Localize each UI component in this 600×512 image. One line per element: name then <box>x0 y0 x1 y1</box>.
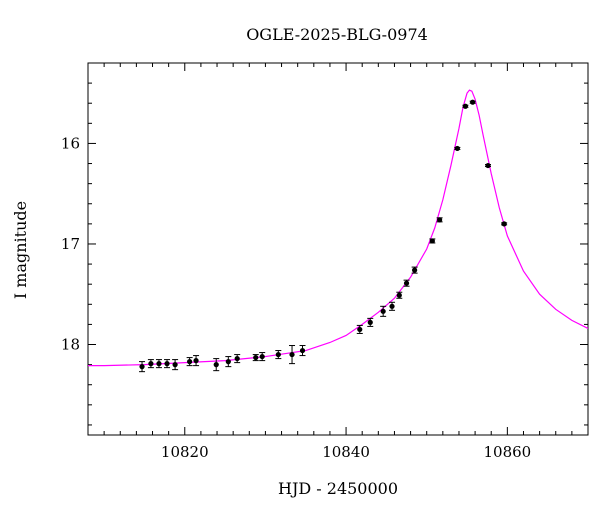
data-marker <box>253 354 259 361</box>
data-marker <box>380 308 386 314</box>
data-marker <box>164 361 170 367</box>
data-point <box>429 238 436 244</box>
data-marker <box>225 359 231 365</box>
data-marker <box>429 238 435 244</box>
data-point <box>501 221 508 227</box>
data-marker <box>289 351 295 358</box>
data-marker <box>357 326 363 333</box>
data-point <box>193 355 200 367</box>
data-marker <box>139 364 145 370</box>
data-point <box>234 354 241 364</box>
data-point <box>259 352 266 362</box>
data-marker <box>437 217 443 223</box>
axis-tick-labels: 10820 10840 10860 16 17 18 <box>61 134 531 461</box>
data-point <box>403 279 410 287</box>
data-point <box>411 266 418 274</box>
data-marker <box>234 355 240 362</box>
data-point <box>186 357 193 367</box>
data-marker <box>259 353 265 360</box>
data-marker <box>485 162 491 169</box>
data-point <box>155 359 162 369</box>
y-tick-label: 16 <box>61 134 80 152</box>
data-point <box>396 291 403 299</box>
data-point <box>275 350 282 360</box>
data-point <box>462 103 469 109</box>
data-point <box>252 354 259 362</box>
x-tick-label: 10820 <box>161 443 209 461</box>
data-point <box>485 162 491 169</box>
data-marker <box>193 358 199 364</box>
data-point <box>389 301 396 311</box>
data-point <box>380 305 387 317</box>
data-point <box>436 217 443 223</box>
data-point <box>139 361 146 373</box>
chart-title: OGLE-2025-BLG-0974 <box>246 25 428 44</box>
data-marker <box>470 99 476 105</box>
data-marker <box>299 347 306 354</box>
data-marker <box>454 145 460 152</box>
y-tick-label: 17 <box>61 235 80 253</box>
data-points <box>139 99 508 373</box>
y-axis-label: I magnitude <box>11 201 30 299</box>
x-tick-label: 10860 <box>483 443 531 461</box>
data-marker <box>148 361 154 367</box>
data-point <box>454 145 461 152</box>
data-marker <box>412 267 418 273</box>
data-marker <box>275 351 281 358</box>
data-point <box>213 358 220 372</box>
data-point <box>469 99 476 105</box>
data-point <box>299 345 306 357</box>
axis-ticks <box>87 62 589 435</box>
data-point <box>172 359 179 371</box>
data-marker <box>172 362 178 368</box>
data-marker <box>367 319 373 325</box>
data-marker <box>501 221 507 227</box>
data-marker <box>403 280 410 286</box>
x-axis-label: HJD - 2450000 <box>278 479 398 498</box>
data-point <box>289 345 296 365</box>
data-marker <box>396 292 402 298</box>
x-tick-label: 10840 <box>322 443 370 461</box>
plot-frame <box>87 62 589 436</box>
data-point <box>164 359 171 369</box>
y-tick-label: 18 <box>61 336 80 354</box>
data-marker <box>156 361 162 367</box>
data-marker <box>389 303 395 309</box>
data-marker <box>187 359 193 365</box>
model-curve <box>88 89 589 367</box>
data-marker <box>213 362 219 368</box>
data-marker <box>462 103 469 109</box>
data-point <box>147 359 154 369</box>
data-point <box>225 356 232 368</box>
data-point <box>356 324 363 334</box>
data-point <box>367 317 374 327</box>
